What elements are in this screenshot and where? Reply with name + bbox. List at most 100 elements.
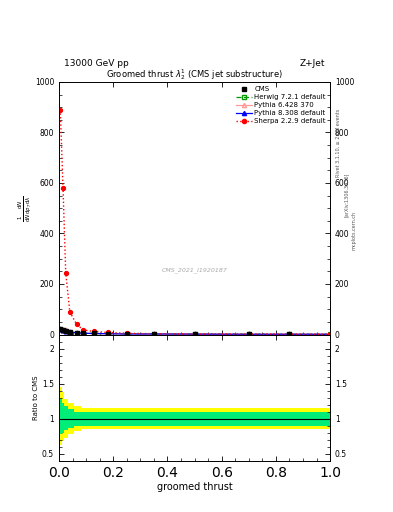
CMS [58,326,62,332]
Herwig 7.2.1 default [125,331,129,337]
Sherpa 2.2.9 default [125,330,129,336]
Bar [124,408,151,429]
Herwig 7.2.1 default [63,328,68,334]
Bar [59,387,62,445]
Pythia 8.308 default [92,330,97,336]
Bar [68,409,74,428]
CMS [81,330,86,336]
Y-axis label: $\frac{1}{\mathrm{d}N}\frac{\mathrm{d}N}{\mathrm{d}p_T\,\mathrm{d}\lambda}$: $\frac{1}{\mathrm{d}N}\frac{\mathrm{d}N}… [17,195,33,222]
Herwig 7.2.1 default [74,330,79,336]
Pythia 6.428 370 [68,329,72,335]
Sherpa 2.2.9 default [81,327,86,333]
Pythia 8.308 default [68,329,72,335]
Text: Z+Jet: Z+Jet [299,59,325,68]
Bar [92,408,105,429]
Sherpa 2.2.9 default [63,269,68,275]
Bar [105,412,124,425]
Text: [arXiv:1306.3436]: [arXiv:1306.3436] [344,173,349,217]
Bar [124,412,151,425]
Sherpa 2.2.9 default [246,331,251,337]
Sherpa 2.2.9 default [192,331,197,337]
Sherpa 2.2.9 default [92,328,97,334]
Text: CMS_2021_I1920187: CMS_2021_I1920187 [162,267,228,273]
Line: Herwig 7.2.1 default: Herwig 7.2.1 default [58,327,332,337]
Pythia 6.428 370 [287,331,292,337]
Bar [59,399,62,434]
Bar [243,408,287,429]
Pythia 6.428 370 [246,331,251,337]
Pythia 8.308 default [287,331,292,337]
Herwig 7.2.1 default [92,330,97,336]
Bar [62,403,64,433]
CMS [246,331,251,337]
Pythia 6.428 370 [192,331,197,337]
CMS [61,327,65,333]
Text: 13000 GeV pp: 13000 GeV pp [64,59,129,68]
Line: Sherpa 2.2.9 default: Sherpa 2.2.9 default [58,108,332,336]
Bar [92,412,105,425]
Herwig 7.2.1 default [58,326,62,332]
Pythia 8.308 default [74,330,79,336]
Line: CMS: CMS [58,327,292,337]
Bar [151,408,189,429]
Herwig 7.2.1 default [81,330,86,336]
CMS [125,331,129,337]
CMS [63,328,68,334]
Pythia 6.428 370 [61,327,65,333]
Sherpa 2.2.9 default [152,331,156,337]
CMS [74,330,79,336]
Bar [62,392,64,441]
Sherpa 2.2.9 default [58,106,62,113]
Herwig 7.2.1 default [105,331,110,337]
Bar [64,399,68,438]
Pythia 8.308 default [63,328,68,334]
Pythia 6.428 370 [92,330,97,336]
CMS [152,331,156,337]
Pythia 8.308 default [81,330,86,336]
Sherpa 2.2.9 default [74,322,79,328]
Y-axis label: Ratio to CMS: Ratio to CMS [33,375,39,420]
Pythia 8.308 default [125,331,129,337]
Text: mcplots.cern.ch: mcplots.cern.ch [352,211,357,250]
Bar [105,408,124,429]
Sherpa 2.2.9 default [105,329,110,335]
Herwig 7.2.1 default [68,329,72,335]
Pythia 6.428 370 [105,331,110,337]
Bar [287,412,330,425]
Bar [68,403,74,434]
Pythia 8.308 default [328,331,332,337]
Line: Pythia 8.308 default: Pythia 8.308 default [58,327,332,337]
CMS [192,331,197,337]
CMS [105,331,110,337]
Herwig 7.2.1 default [152,331,156,337]
Pythia 8.308 default [58,326,62,332]
Sherpa 2.2.9 default [328,331,332,337]
Text: Rivet 3.1.10, ≥ 2.6M events: Rivet 3.1.10, ≥ 2.6M events [336,109,341,178]
Legend: CMS, Herwig 7.2.1 default, Pythia 6.428 370, Pythia 8.308 default, Sherpa 2.2.9 : CMS, Herwig 7.2.1 default, Pythia 6.428 … [233,83,329,127]
Pythia 6.428 370 [328,331,332,337]
Bar [287,408,330,429]
Pythia 8.308 default [105,331,110,337]
Sherpa 2.2.9 default [61,185,65,191]
Pythia 6.428 370 [58,326,62,332]
Herwig 7.2.1 default [287,331,292,337]
Herwig 7.2.1 default [61,327,65,333]
CMS [68,329,72,335]
Herwig 7.2.1 default [246,331,251,337]
Herwig 7.2.1 default [192,331,197,337]
Bar [81,412,92,425]
CMS [92,330,97,336]
Bar [189,412,243,425]
Bar [81,408,92,429]
Line: Pythia 6.428 370: Pythia 6.428 370 [58,327,332,337]
Pythia 8.308 default [192,331,197,337]
X-axis label: groomed thrust: groomed thrust [157,482,232,493]
Pythia 6.428 370 [63,327,68,333]
Pythia 6.428 370 [81,330,86,336]
Bar [64,406,68,430]
Bar [74,412,81,425]
Pythia 8.308 default [61,327,65,333]
Sherpa 2.2.9 default [287,331,292,337]
Pythia 6.428 370 [74,330,79,336]
Pythia 6.428 370 [152,331,156,337]
